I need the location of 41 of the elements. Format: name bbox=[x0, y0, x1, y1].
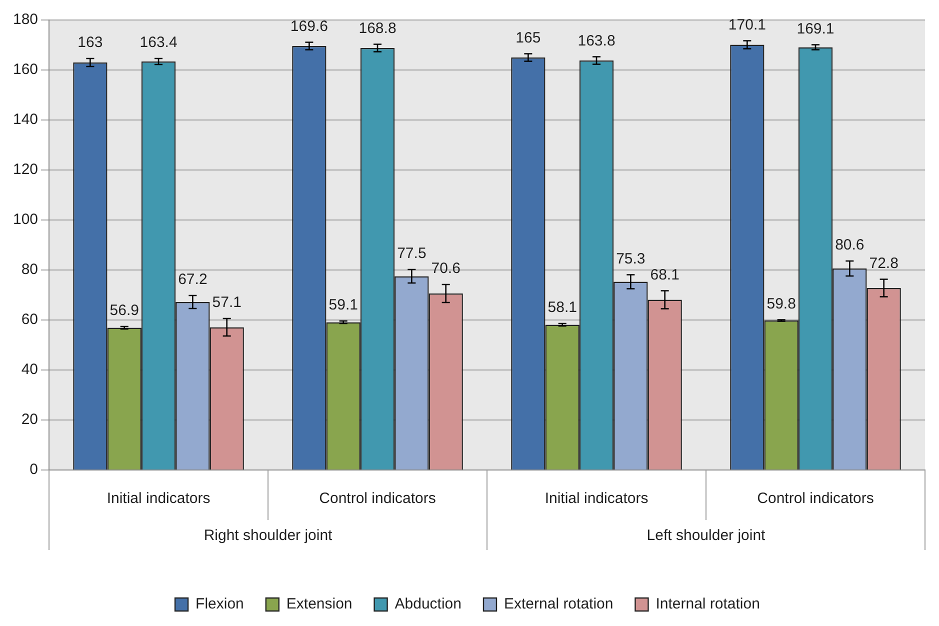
y-tick-label: 100 bbox=[12, 211, 38, 228]
legend-label: Extension bbox=[286, 596, 352, 613]
data-label: 59.1 bbox=[328, 296, 358, 314]
data-label: 58.1 bbox=[548, 299, 577, 316]
data-label: 165 bbox=[516, 29, 541, 46]
legend-label: Internal rotation bbox=[656, 596, 760, 613]
x-tick-label: Control indicators bbox=[757, 490, 874, 508]
data-label: 163.8 bbox=[578, 32, 616, 50]
y-tick-label: 120 bbox=[12, 161, 38, 178]
legend-label: Abduction bbox=[394, 596, 462, 613]
data-label: 163.4 bbox=[140, 34, 178, 52]
legend-label: Flexion bbox=[196, 596, 244, 613]
data-label: 70.6 bbox=[431, 260, 460, 278]
y-tick-label: 0 bbox=[30, 461, 38, 478]
x-tick-label: Initial indicators bbox=[106, 490, 210, 508]
x-tick-label: Initial indicators bbox=[544, 490, 648, 508]
data-label: 72.8 bbox=[869, 254, 898, 272]
y-tick-label: 20 bbox=[21, 411, 38, 428]
y-tick-label: 140 bbox=[12, 111, 38, 128]
y-tick-label: 80 bbox=[21, 261, 38, 278]
data-label: 68.1 bbox=[650, 266, 680, 284]
data-label: 56.9 bbox=[110, 302, 139, 320]
data-label: 170.1 bbox=[728, 16, 766, 34]
legend-label: External rotation bbox=[504, 596, 614, 613]
y-tick-label: 40 bbox=[21, 361, 38, 378]
y-tick-label: 160 bbox=[12, 61, 38, 78]
data-label: 168.8 bbox=[358, 20, 396, 37]
text: Right shoulder joint bbox=[204, 527, 334, 544]
data-label: 163 bbox=[78, 34, 103, 52]
x-tick-label: Control indicators bbox=[319, 490, 436, 508]
data-label: 75.3 bbox=[616, 250, 646, 268]
data-label: 169.6 bbox=[290, 18, 328, 35]
data-label: 67.2 bbox=[178, 271, 208, 288]
y-tick-label: 180 bbox=[12, 11, 38, 28]
data-label: 59.8 bbox=[766, 295, 796, 312]
y-tick-label: 60 bbox=[21, 311, 38, 328]
data-label: 80.6 bbox=[835, 236, 864, 254]
data-label: 57.1 bbox=[212, 294, 242, 312]
text: Left shoulder joint bbox=[646, 527, 766, 544]
data-label: 77.5 bbox=[397, 245, 426, 262]
data-label: 169.1 bbox=[796, 20, 834, 38]
